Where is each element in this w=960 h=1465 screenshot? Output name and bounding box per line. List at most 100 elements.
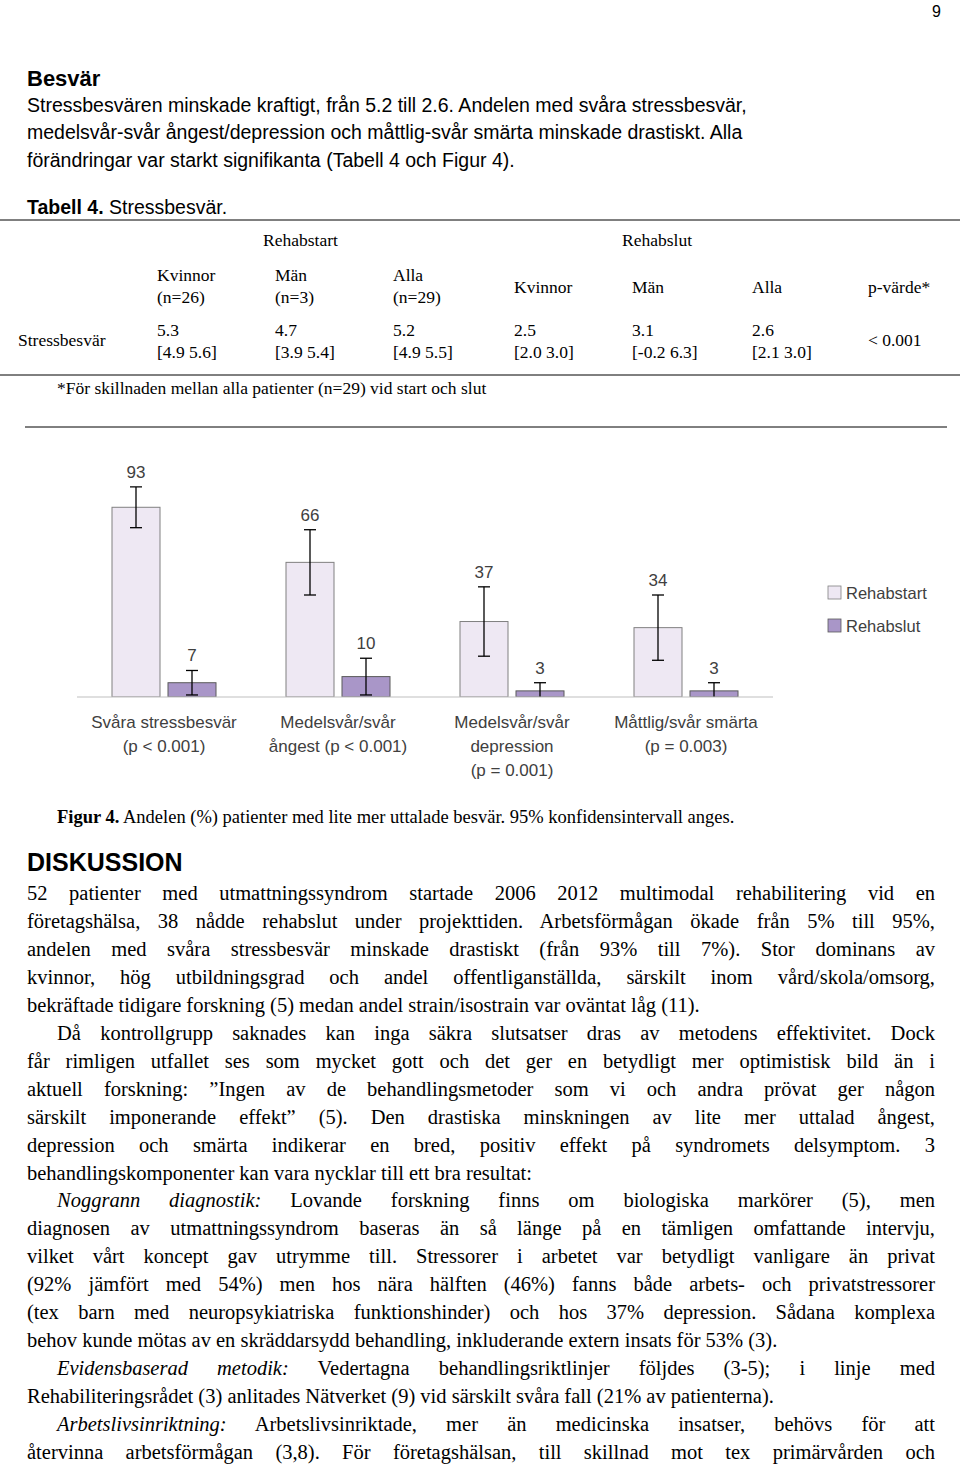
error-cap	[186, 694, 198, 695]
legend-swatch	[828, 586, 841, 599]
discussion-line: behov kunde mötas av en skräddarsydd beh…	[27, 1327, 935, 1353]
category-line: Medelsvår/svår	[454, 713, 570, 732]
discussion-line: (tex barn med neuropsykiatriska funktion…	[27, 1299, 935, 1325]
group-header: Rehabstart	[263, 229, 338, 252]
error-bar	[360, 658, 372, 695]
discussion-text: Arbetslivsinriktade, mer än medicinska i…	[227, 1413, 935, 1435]
data-label: 66	[301, 506, 320, 525]
cell-ci: [2.1 3.0]	[752, 341, 812, 364]
column-header: p-värde*	[868, 276, 930, 299]
caption-lead: Figur 4.	[57, 807, 119, 827]
data-label: 3	[709, 659, 718, 678]
error-line	[657, 595, 658, 660]
page: 9BesvärStressbesvären minskade kraftigt,…	[0, 0, 960, 1465]
category-line: (p < 0.001)	[123, 737, 206, 756]
error-line	[539, 683, 540, 697]
cell-value: 5.3	[157, 319, 179, 342]
discussion-lead: Evidensbaserad metodik:	[57, 1357, 289, 1379]
page-number: 9	[932, 1, 941, 22]
error-cap	[360, 658, 372, 659]
discussion-lead: Noggrann diagnostik:	[57, 1189, 261, 1211]
data-label: 37	[475, 563, 494, 582]
table-footnote: *För skillnaden mellan alla patienter (n…	[57, 377, 486, 400]
legend: Rehabstart Rehabslut	[828, 584, 927, 635]
discussion-line: andelen med svåra stressbesvär minskade …	[27, 936, 935, 962]
discussion-line: 52 patienter med utmattningssyndrom star…	[27, 880, 935, 906]
category-label: Måttlig/svår smärta (p = 0.003)	[614, 713, 758, 756]
category-line: ångest (p < 0.001)	[269, 737, 407, 756]
bar	[112, 507, 160, 697]
plot-marks	[112, 487, 738, 697]
discussion-line: får rimligen utfallet ses som mycket got…	[27, 1048, 935, 1074]
data-label: 93	[127, 463, 146, 482]
legend-swatch	[828, 619, 841, 632]
column-n: (n=3)	[275, 286, 314, 309]
error-line	[713, 683, 714, 697]
caption-lead: Tabell 4.	[27, 196, 104, 218]
data-label: 7	[187, 646, 196, 665]
category-line: Svåra stressbesvär	[91, 713, 237, 732]
discussion-line: Noggrann diagnostik: Lovande forskning f…	[57, 1187, 935, 1213]
error-cap	[130, 527, 142, 528]
discussion-line: depression och smärta indikerar en bred,…	[27, 1132, 935, 1158]
discussion-text: Vedertagna behandlingsriktlinjer följdes…	[289, 1357, 935, 1379]
intro-line: medelsvår-svår ångest/depression och måt…	[27, 120, 742, 145]
p-value: < 0.001	[868, 329, 922, 352]
x-axis	[77, 697, 773, 698]
intro-line: förändringar var starkt signifikanta (Ta…	[27, 148, 515, 173]
error-cap	[534, 682, 546, 683]
error-cap	[360, 694, 372, 695]
discussion-line: (92% jämfört med 54%) men hos nära hälft…	[27, 1271, 935, 1297]
discussion-line: Arbetslivsinriktning: Arbetslivsinriktad…	[57, 1411, 935, 1437]
discussion-line: Evidensbaserad metodik: Vedertagna behan…	[57, 1355, 935, 1381]
error-bar	[304, 530, 316, 595]
legend-label: Rehabslut	[846, 617, 921, 635]
error-line	[309, 530, 310, 595]
cell-value: 2.6	[752, 319, 774, 342]
data-label: 3	[535, 659, 544, 678]
category-line: depression	[470, 737, 553, 756]
discussion-line: aktuell forskning: ”Ingen av de behandli…	[27, 1076, 935, 1102]
discussion-line: Då kontrollgrupp saknades kan inga säkra…	[57, 1020, 935, 1046]
cell-ci: [4.9 5.6]	[157, 341, 217, 364]
error-cap	[130, 486, 142, 487]
cell-value: 4.7	[275, 319, 297, 342]
category-line: Måttlig/svår smärta	[614, 713, 758, 732]
legend-label: Rehabstart	[846, 584, 927, 602]
graphics: 93 66 37 34 7 10 3 3 Svåra stressbesvär (p < 0.00…	[0, 0, 960, 1465]
data-label: 10	[357, 634, 376, 653]
error-cap	[652, 594, 664, 595]
cell-ci: [2.0 3.0]	[514, 341, 574, 364]
error-line	[483, 587, 484, 656]
category-label: Medelsvår/svår ångest (p < 0.001)	[269, 713, 407, 756]
error-bar	[186, 670, 198, 694]
error-bar	[652, 595, 664, 660]
caption-text: Andelen (%) patienter med lite mer uttal…	[119, 807, 734, 827]
chart: 93 66 37 34 7 10 3 3 Svåra stressbesvär (p < 0.00…	[77, 463, 927, 780]
figure-caption: Figur 4. Andelen (%) patienter med lite …	[57, 805, 734, 829]
section-heading: Besvär	[27, 64, 100, 93]
error-cap	[186, 670, 198, 671]
table-rule	[25, 427, 947, 428]
error-bar	[534, 683, 546, 697]
category-label: Svåra stressbesvär (p < 0.001)	[91, 713, 237, 756]
discussion-line: företagshälsa, 38 nådde rehabslut under …	[27, 908, 935, 934]
data-labels: 93 66 37 34 7 10 3 3	[127, 463, 719, 678]
category-label: Medelsvår/svårdepression(p = 0.001)	[454, 713, 570, 780]
column-n: (n=26)	[157, 286, 205, 309]
data-label: 34	[649, 571, 668, 590]
column-n: (n=29)	[393, 286, 441, 309]
cell-ci: [3.9 5.4]	[275, 341, 335, 364]
category-line: (p = 0.003)	[645, 737, 728, 756]
cell-value: 3.1	[632, 319, 654, 342]
discussion-heading: DISKUSSION	[27, 846, 183, 879]
cell-value: 5.2	[393, 319, 415, 342]
column-header: Män	[632, 276, 664, 299]
cell-ci: [-0.2 6.3]	[632, 341, 698, 364]
error-bar	[130, 487, 142, 528]
table-rule	[0, 220, 960, 221]
error-line	[191, 670, 192, 694]
error-cap	[478, 656, 490, 657]
category-line: Medelsvår/svår	[280, 713, 396, 732]
column-header: Kvinnor	[157, 264, 215, 287]
